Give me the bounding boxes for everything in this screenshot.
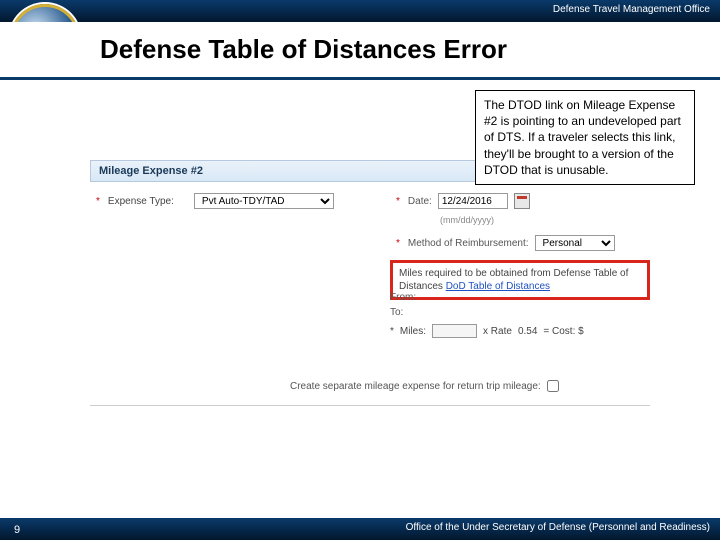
page-number: 9 — [14, 524, 20, 536]
right-column: * Date: (mm/dd/yyyy) * Method of Reimbur… — [390, 190, 650, 300]
header-band: Defense Travel Management Office — [0, 0, 720, 22]
method-row: * Method of Reimbursement: Personal — [390, 232, 650, 254]
expense-type-row: * Expense Type: Pvt Auto-TDY/TAD — [90, 190, 370, 212]
header-org: Defense Travel Management Office — [553, 4, 710, 15]
return-trip-label: Create separate mileage expense for retu… — [290, 381, 541, 392]
method-select[interactable]: Personal — [535, 235, 615, 251]
miles-row: * Miles: x Rate 0.54 = Cost: $ — [390, 324, 650, 338]
rate-label: x Rate — [483, 326, 512, 337]
method-label: Method of Reimbursement: — [408, 238, 529, 249]
to-row: To: — [390, 305, 650, 320]
callout-text: The DTOD link on Mileage Expense #2 is p… — [484, 98, 681, 177]
footer-band: Office of the Under Secretary of Defense… — [0, 518, 720, 540]
required-marker: * — [96, 196, 100, 207]
miles-label: Miles: — [400, 326, 426, 337]
rate-value: 0.54 — [518, 326, 537, 337]
from-row: From: — [390, 290, 650, 305]
page-title: Defense Table of Distances Error — [0, 22, 720, 65]
left-column: * Expense Type: Pvt Auto-TDY/TAD — [90, 190, 370, 212]
calendar-icon[interactable] — [514, 193, 530, 209]
dts-screenshot: Mileage Expense #2 * Expense Type: Pvt A… — [90, 160, 650, 410]
required-marker: * — [396, 238, 400, 249]
required-marker: * — [396, 196, 400, 207]
miles-input[interactable] — [432, 324, 477, 338]
date-hint-row: (mm/dd/yyyy) — [390, 212, 650, 228]
date-label: Date: — [408, 196, 432, 207]
return-trip-row: Create separate mileage expense for retu… — [290, 380, 559, 392]
date-input[interactable] — [438, 193, 508, 209]
required-marker: * — [390, 326, 394, 337]
bottom-rows: From: To: * Miles: x Rate 0.54 = Cost: $ — [390, 290, 650, 338]
from-label: From: — [390, 292, 416, 303]
footer-org: Office of the Under Secretary of Defense… — [406, 522, 710, 533]
title-band: Defense Table of Distances Error — [0, 22, 720, 80]
date-hint: (mm/dd/yyyy) — [440, 215, 494, 225]
divider — [90, 405, 650, 406]
return-trip-checkbox[interactable] — [547, 380, 559, 392]
to-label: To: — [390, 307, 403, 318]
expense-type-label: Expense Type: — [108, 196, 188, 207]
expense-type-select[interactable]: Pvt Auto-TDY/TAD — [194, 193, 334, 209]
callout-box: The DTOD link on Mileage Expense #2 is p… — [475, 90, 695, 185]
cost-label: = Cost: $ — [543, 326, 583, 337]
date-row: * Date: — [390, 190, 650, 212]
